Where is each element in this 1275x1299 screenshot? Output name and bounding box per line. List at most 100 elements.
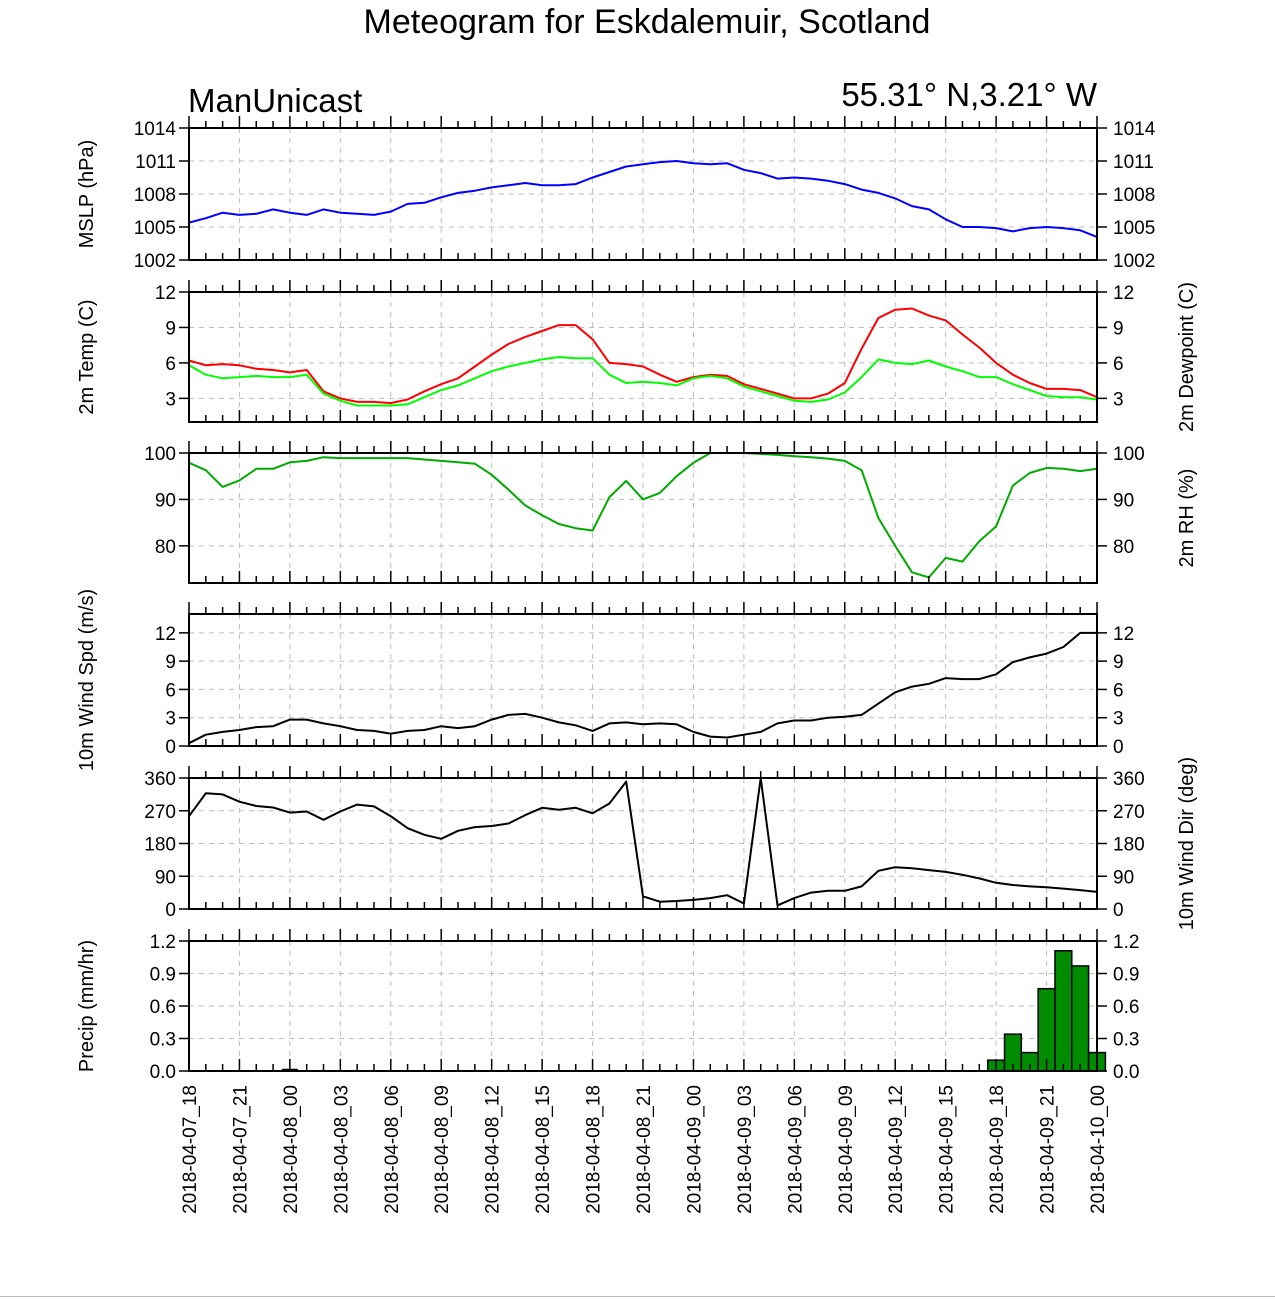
- y-tick-label-left: 1014: [134, 119, 177, 140]
- precip-bar: [1071, 965, 1090, 1072]
- y-tick-label-left: 0.0: [150, 1062, 176, 1083]
- series-line-rh: [188, 452, 1098, 579]
- y-tick-label-left: 1.2: [150, 932, 176, 953]
- y-tick-label-left: 3: [165, 389, 176, 410]
- y-tick-label-right: 3: [1113, 709, 1124, 730]
- y-tick-label-right: 90: [1113, 490, 1134, 511]
- y-tick-label-right: 0.3: [1113, 1030, 1139, 1051]
- series-line-wind: [188, 777, 1098, 907]
- x-tick-label: 2018-04-08_03: [331, 1085, 352, 1214]
- y-tick-label-right: 6: [1113, 680, 1124, 701]
- y-tick-label-right: 80: [1113, 537, 1134, 558]
- y-tick-label-left: 0.3: [150, 1030, 176, 1051]
- x-tick-label: 2018-04-08_21: [634, 1085, 655, 1214]
- y-tick-label-right: 6: [1113, 354, 1124, 375]
- panel-temp: 3 3 6 6 9 9 12 12 2m Temp (C) 2m Dewpoint (C): [76, 280, 1198, 432]
- y-tick-label-right: 1002: [1113, 251, 1155, 272]
- panel-rh: 80 80 90 90 100 100 2m RH (%): [144, 441, 1198, 584]
- y-tick-label-left: 1002: [134, 251, 176, 272]
- y-tick-label-left: 80: [155, 537, 176, 558]
- x-tick-label: 2018-04-09_12: [886, 1085, 907, 1214]
- x-tick-label: 2018-04-08_12: [483, 1085, 504, 1214]
- y-axis-title-left: 2m Temp (C): [76, 299, 98, 414]
- x-tick-label: 2018-04-07_18: [180, 1085, 201, 1214]
- y-tick-label-left: 9: [165, 318, 176, 339]
- x-tick-label: 2018-04-08_00: [281, 1085, 302, 1214]
- y-tick-label-left: 100: [144, 444, 176, 465]
- y-tick-label-right: 1005: [1113, 218, 1155, 239]
- x-tick-label: 2018-04-09_18: [987, 1085, 1008, 1214]
- y-tick-label-left: 3: [165, 709, 176, 730]
- y-tick-label-left: 90: [155, 490, 176, 511]
- panel-wdir: 0 0 90 90 180 180 270 270 360 360 10m Wind Dir (de…: [144, 757, 1198, 930]
- panel-wspd: 0 0 3 3 6 6 9 9 12 12 10m Wind Spd (m/s): [76, 589, 1134, 771]
- y-tick-label-left: 0: [165, 900, 176, 921]
- y-tick-label-left: 1008: [134, 185, 176, 206]
- y-tick-label-right: 0: [1113, 900, 1124, 921]
- x-tick-label: 2018-04-09_06: [785, 1085, 806, 1214]
- y-axis-title-right: 10m Wind Dir (deg): [1176, 757, 1198, 930]
- y-tick-label-right: 0.9: [1113, 965, 1139, 986]
- panels-group: 1002 1002 1005 1005 1008 1008 1011 1011 1014 1014…: [76, 116, 1198, 1083]
- y-tick-label-right: 90: [1113, 867, 1134, 888]
- y-tick-label-right: 9: [1113, 652, 1124, 673]
- y-tick-label-right: 0.0: [1113, 1062, 1139, 1083]
- series-line-mslp: [188, 160, 1098, 238]
- y-tick-label-right: 270: [1113, 802, 1145, 823]
- y-tick-label-right: 0: [1113, 737, 1124, 758]
- y-tick-label-right: 0.6: [1113, 997, 1139, 1018]
- panel-mslp: 1002 1002 1005 1005 1008 1008 1011 1011 1014 1014…: [76, 116, 1156, 272]
- location-label: 55.31° N,3.21° W: [841, 76, 1098, 113]
- bottom-rule: [0, 1296, 1275, 1297]
- y-tick-label-left: 0: [165, 737, 176, 758]
- x-axis: 2018-04-07_18 2018-04-07_21 2018-04-08_00 2…: [180, 1085, 1109, 1214]
- series-line-wind: [188, 631, 1097, 745]
- x-tick-label: 2018-04-08_06: [382, 1085, 403, 1214]
- x-tick-label: 2018-04-09_21: [1038, 1085, 1059, 1214]
- y-axis-title-left: Precip (mm/hr): [76, 940, 98, 1072]
- y-axis-title-left: MSLP (hPa): [76, 140, 98, 249]
- y-tick-label-right: 100: [1113, 444, 1145, 465]
- y-tick-label-left: 180: [144, 835, 176, 856]
- x-tick-label: 2018-04-09_00: [684, 1085, 705, 1214]
- y-axis-title-right: 2m RH (%): [1176, 469, 1198, 568]
- y-tick-label-right: 3: [1113, 389, 1124, 410]
- y-tick-label-right: 1008: [1113, 185, 1155, 206]
- y-tick-label-right: 180: [1113, 835, 1145, 856]
- x-tick-label: 2018-04-09_15: [937, 1085, 958, 1214]
- y-tick-label-right: 9: [1113, 318, 1124, 339]
- y-tick-label-left: 12: [155, 624, 176, 645]
- y-tick-label-left: 1011: [135, 152, 176, 173]
- x-tick-label: 2018-04-10_00: [1088, 1085, 1109, 1214]
- x-tick-label: 2018-04-08_09: [432, 1085, 453, 1214]
- series-line-dewpoint: [188, 356, 1098, 407]
- y-tick-label-right: 12: [1113, 283, 1134, 304]
- y-tick-label-left: 90: [155, 867, 176, 888]
- x-tick-label: 2018-04-09_09: [836, 1085, 857, 1214]
- x-tick-label: 2018-04-08_15: [533, 1085, 554, 1214]
- y-tick-label-right: 360: [1113, 769, 1145, 790]
- y-tick-label-right: 1014: [1113, 119, 1156, 140]
- y-tick-label-left: 0.6: [150, 997, 176, 1018]
- y-tick-label-right: 1.2: [1113, 932, 1139, 953]
- y-axis-title-right: 2m Dewpoint (C): [1176, 282, 1198, 432]
- y-tick-label-right: 12: [1113, 624, 1134, 645]
- y-tick-label-left: 1005: [134, 218, 176, 239]
- y-tick-label-left: 6: [165, 680, 176, 701]
- y-tick-label-left: 270: [144, 802, 176, 823]
- y-tick-label-left: 12: [155, 283, 176, 304]
- x-tick-label: 2018-04-07_21: [230, 1085, 251, 1214]
- precip-bar: [1037, 987, 1056, 1072]
- y-tick-label-left: 360: [144, 769, 176, 790]
- model-label: ManUnicast: [188, 82, 362, 119]
- y-tick-label-left: 0.9: [150, 965, 176, 986]
- series-line-temp: [188, 307, 1098, 405]
- precip-bar: [1054, 950, 1073, 1072]
- y-tick-label-left: 9: [165, 652, 176, 673]
- panel-precip: 0.0 0.0 0.3 0.3 0.6 0.6 0.9 0.9 1.2 1.2 Precip (mm…: [76, 929, 1139, 1083]
- chart-title: Meteogram for Eskdalemuir, Scotland: [364, 3, 931, 41]
- x-tick-label: 2018-04-08_18: [584, 1085, 605, 1214]
- x-tick-label: 2018-04-09_03: [735, 1085, 756, 1214]
- y-tick-label-right: 1011: [1113, 152, 1154, 173]
